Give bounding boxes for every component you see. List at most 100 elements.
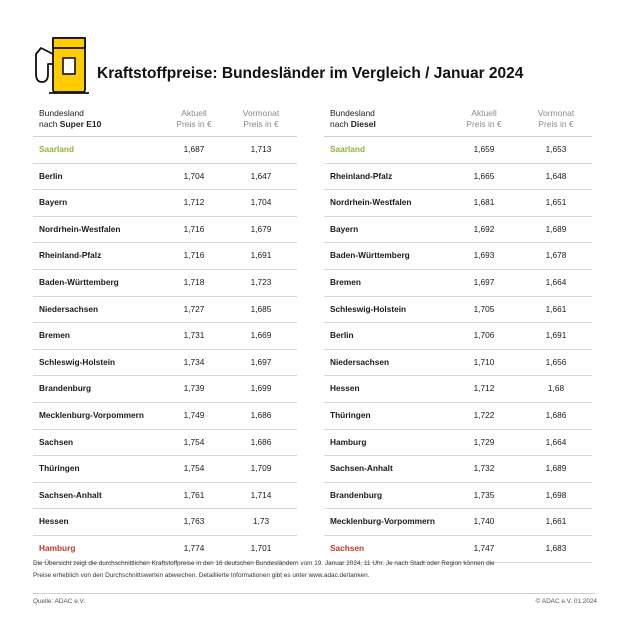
current-price: 1,687 <box>183 144 205 154</box>
table-row: Hessen 1,712 1,68 <box>324 376 592 403</box>
column-header-state: Bundesland nach Super E10 <box>39 108 101 130</box>
state-name: Rheinland-Pfalz <box>330 170 393 181</box>
previous-price: 1,68 <box>547 383 565 394</box>
previous-price: 1,704 <box>250 197 272 208</box>
current-price: 1,706 <box>473 330 495 341</box>
state-name: Mecklenburg-Vorpommern <box>39 409 144 420</box>
column-header-previous: Vormonat Preis in € <box>231 108 291 130</box>
column-header-previous: Vormonat Preis in € <box>526 108 586 130</box>
fuel-pump-icon <box>35 37 89 94</box>
column-header-line2: Preis in € <box>176 119 212 129</box>
state-name: Hamburg <box>39 542 76 553</box>
current-price: 1,749 <box>183 409 205 420</box>
current-price: 1,754 <box>183 463 205 474</box>
previous-price: 1,686 <box>545 409 567 420</box>
current-price: 1,705 <box>473 303 495 314</box>
table-row: Mecklenburg-Vorpommern 1,749 1,686 <box>33 403 297 430</box>
column-header-line1: Bundesland <box>330 108 375 118</box>
previous-price: 1,648 <box>545 170 567 181</box>
table-header: Bundesland nach Super E10 Aktuell Preis … <box>33 108 297 137</box>
column-header-prefix: nach <box>39 119 60 129</box>
column-header-line1: Bundesland <box>39 108 84 118</box>
state-name: Brandenburg <box>330 489 383 500</box>
table-body: Saarland 1,659 1,653 Rheinland-Pfalz 1,665 1,… <box>324 137 592 563</box>
footnote: Die Übersicht zeigt die durchschnittlich… <box>33 558 573 581</box>
current-price: 1,716 <box>183 223 205 234</box>
table-row: Rheinland-Pfalz 1,665 1,648 <box>324 164 592 191</box>
table-row: Saarland 1,687 1,713 <box>33 137 297 164</box>
previous-price: 1,691 <box>545 330 567 341</box>
diesel-table: Bundesland nach Diesel Aktuell Preis in … <box>324 108 592 563</box>
current-price: 1,712 <box>473 383 495 394</box>
previous-price: 1,697 <box>250 356 272 367</box>
previous-price: 1,685 <box>250 303 272 314</box>
state-name: Sachsen <box>330 542 365 553</box>
state-name: Nordrhein-Westfalen <box>330 197 412 208</box>
column-header-current: Aktuell Preis in € <box>164 108 224 130</box>
previous-price: 1,678 <box>545 250 567 261</box>
state-name: Sachsen <box>39 436 74 447</box>
current-price: 1,735 <box>473 489 495 500</box>
current-price: 1,727 <box>183 303 205 314</box>
table-row: Bayern 1,712 1,704 <box>33 190 297 217</box>
current-price: 1,692 <box>473 223 495 234</box>
current-price: 1,665 <box>473 170 495 181</box>
state-name: Niedersachsen <box>39 303 99 314</box>
table-row: Bremen 1,731 1,669 <box>33 323 297 350</box>
column-header-line1: Aktuell <box>471 108 497 118</box>
super-e10-table: Bundesland nach Super E10 Aktuell Preis … <box>33 108 297 563</box>
state-name: Sachsen-Anhalt <box>39 489 102 500</box>
footnote-line: Preise erheblich von den Durchschnittswe… <box>33 571 370 579</box>
current-price: 1,729 <box>473 436 495 447</box>
copyright-label: © ADAC e.V. 01.2024 <box>535 598 597 605</box>
previous-price: 1,73 <box>252 516 270 527</box>
table-row: Hamburg 1,774 1,701 <box>33 536 297 563</box>
footnote-line: Die Übersicht zeigt die durchschnittlich… <box>33 560 495 567</box>
column-header-line2: Preis in € <box>538 119 574 129</box>
table-row: Berlin 1,704 1,647 <box>33 164 297 191</box>
state-name: Hessen <box>330 383 360 394</box>
current-price: 1,761 <box>183 489 205 500</box>
state-name: Baden-Württemberg <box>39 276 119 287</box>
table-row: Brandenburg 1,739 1,699 <box>33 376 297 403</box>
previous-price: 1,656 <box>545 356 567 367</box>
previous-price: 1,679 <box>250 223 272 234</box>
column-header-state: Bundesland nach Diesel <box>330 108 376 130</box>
previous-price: 1,661 <box>545 303 567 314</box>
state-name: Schleswig-Holstein <box>39 356 116 367</box>
previous-price: 1,713 <box>250 144 272 154</box>
column-header-prefix: nach <box>330 119 351 129</box>
state-name: Sachsen-Anhalt <box>330 463 393 474</box>
state-name: Mecklenburg-Vorpommern <box>330 516 435 527</box>
table-row: Niedersachsen 1,727 1,685 <box>33 297 297 324</box>
table-row: Brandenburg 1,735 1,698 <box>324 483 592 510</box>
previous-price: 1,669 <box>250 330 272 341</box>
column-header-line1: Vormonat <box>537 108 575 118</box>
column-header-current: Aktuell Preis in € <box>454 108 514 130</box>
current-price: 1,697 <box>473 276 495 287</box>
state-name: Baden-Württemberg <box>330 250 410 261</box>
state-name: Brandenburg <box>39 383 92 394</box>
previous-price: 1,691 <box>250 250 272 261</box>
current-price: 1,774 <box>183 542 205 553</box>
state-name: Thüringen <box>39 463 80 474</box>
current-price: 1,747 <box>473 542 495 553</box>
table-row: Mecklenburg-Vorpommern 1,740 1,661 <box>324 509 592 536</box>
table-row: Sachsen-Anhalt 1,732 1,689 <box>324 456 592 483</box>
current-price: 1,732 <box>473 463 495 474</box>
current-price: 1,718 <box>183 276 205 287</box>
current-price: 1,734 <box>183 356 205 367</box>
page-title: Kraftstoffpreise: Bundesländer im Vergle… <box>97 65 524 82</box>
table-row: Thüringen 1,754 1,709 <box>33 456 297 483</box>
current-price: 1,712 <box>183 197 205 208</box>
previous-price: 1,689 <box>545 463 567 474</box>
state-name: Nordrhein-Westfalen <box>39 223 121 234</box>
current-price: 1,739 <box>183 383 205 394</box>
table-row: Niedersachsen 1,710 1,656 <box>324 350 592 377</box>
state-name: Saarland <box>39 144 75 154</box>
current-price: 1,681 <box>473 197 495 208</box>
previous-price: 1,686 <box>250 409 272 420</box>
previous-price: 1,714 <box>250 489 272 500</box>
current-price: 1,722 <box>473 409 495 420</box>
previous-price: 1,647 <box>250 170 272 181</box>
